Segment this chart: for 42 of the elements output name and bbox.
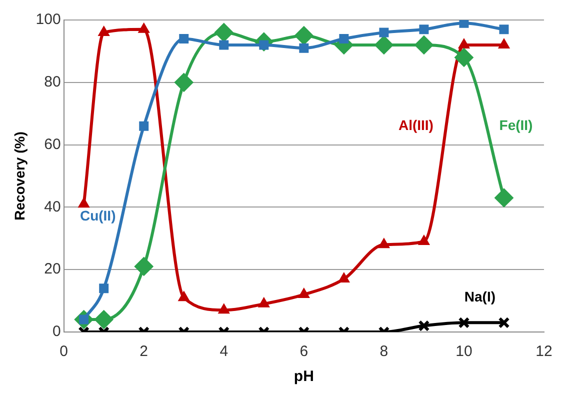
point xyxy=(139,121,149,131)
point xyxy=(78,198,90,208)
series-label: Cu(II) xyxy=(80,207,116,224)
y-axis-title: Recovery (%) xyxy=(11,132,28,220)
point xyxy=(219,40,229,50)
point xyxy=(454,48,474,67)
point xyxy=(374,35,394,54)
x-tick-label: 4 xyxy=(220,343,228,360)
point xyxy=(414,35,434,54)
point xyxy=(174,72,194,92)
point xyxy=(298,288,310,298)
point xyxy=(258,297,270,308)
point xyxy=(418,235,430,246)
point xyxy=(294,26,314,46)
point xyxy=(378,238,390,248)
y-tick-label: 80 xyxy=(44,74,61,91)
series-label: Fe(II) xyxy=(499,116,533,133)
point xyxy=(299,43,309,53)
series-label: Al(III) xyxy=(398,116,434,133)
x-axis-title: pH xyxy=(294,368,314,386)
x-tick-label: 12 xyxy=(536,343,552,360)
y-tick-label: 40 xyxy=(44,198,61,216)
point xyxy=(218,304,230,314)
point xyxy=(459,20,469,28)
x-tick-label: 8 xyxy=(380,343,388,360)
point xyxy=(494,188,514,208)
point xyxy=(499,24,509,34)
point xyxy=(379,28,389,38)
y-tick-label: 60 xyxy=(44,136,61,153)
y-tick-label: 100 xyxy=(36,11,61,28)
x-tick-label: 6 xyxy=(300,343,308,360)
point xyxy=(178,291,190,302)
y-tick-label: 20 xyxy=(44,260,61,278)
point xyxy=(179,34,189,44)
y-tick-label: 0 xyxy=(52,323,61,340)
point xyxy=(338,272,350,282)
point xyxy=(339,34,349,44)
x-tick-label: 2 xyxy=(140,343,148,360)
point xyxy=(214,22,234,42)
x-tick-label: 10 xyxy=(456,343,472,360)
series-label: Na(I) xyxy=(464,288,496,305)
point xyxy=(419,24,429,34)
